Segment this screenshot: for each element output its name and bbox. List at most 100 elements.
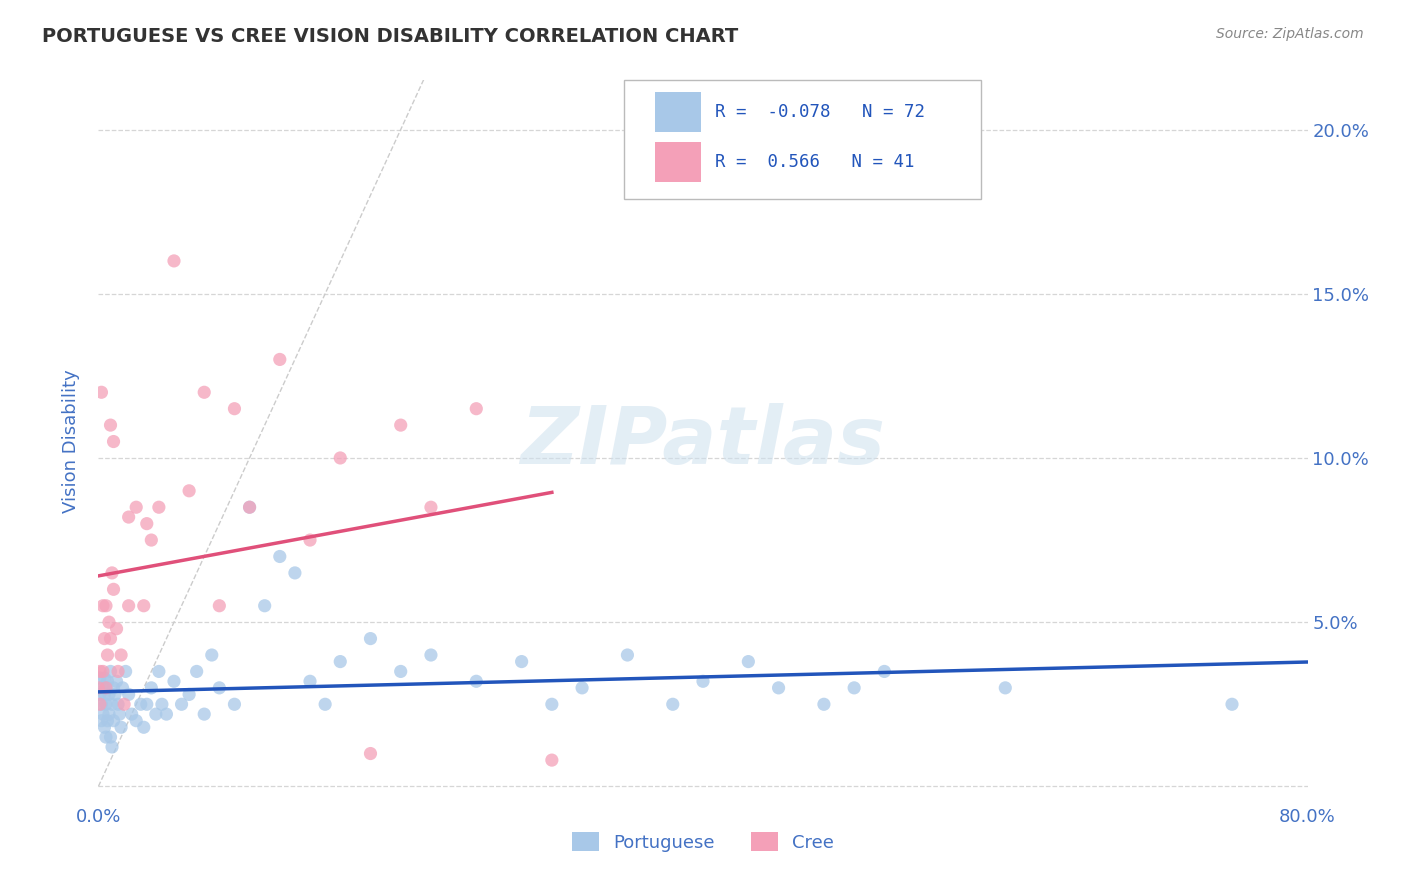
Point bbox=[107, 665, 129, 679]
Point bbox=[100, 665, 122, 679]
Point bbox=[155, 707, 177, 722]
Point bbox=[299, 674, 322, 689]
Point bbox=[98, 707, 121, 722]
Point bbox=[91, 599, 114, 613]
Point bbox=[329, 450, 352, 465]
Point bbox=[150, 698, 173, 712]
Point bbox=[100, 632, 122, 646]
Point bbox=[96, 648, 118, 662]
Point bbox=[994, 681, 1017, 695]
Point bbox=[329, 655, 352, 669]
Point bbox=[89, 698, 111, 712]
Point bbox=[125, 714, 148, 728]
FancyBboxPatch shape bbox=[655, 142, 700, 182]
Point bbox=[163, 674, 186, 689]
Point bbox=[103, 434, 125, 449]
Point bbox=[110, 720, 132, 734]
Point bbox=[90, 385, 112, 400]
Point bbox=[201, 648, 224, 662]
Point bbox=[873, 665, 896, 679]
Text: ZIPatlas: ZIPatlas bbox=[520, 402, 886, 481]
Point bbox=[768, 681, 790, 695]
Point bbox=[103, 582, 125, 597]
Point bbox=[87, 681, 110, 695]
Point bbox=[129, 698, 152, 712]
FancyBboxPatch shape bbox=[624, 80, 981, 200]
Point bbox=[98, 615, 121, 630]
Point bbox=[193, 385, 215, 400]
Point bbox=[465, 674, 488, 689]
Point bbox=[420, 648, 443, 662]
Point bbox=[93, 632, 115, 646]
Point bbox=[103, 714, 125, 728]
Point bbox=[93, 687, 115, 701]
Point bbox=[844, 681, 866, 695]
Point bbox=[101, 566, 124, 580]
Point bbox=[145, 707, 167, 722]
Point bbox=[101, 739, 124, 754]
Point bbox=[193, 707, 215, 722]
Point bbox=[737, 655, 759, 669]
Text: R =  0.566   N = 41: R = 0.566 N = 41 bbox=[716, 153, 914, 171]
Point bbox=[163, 253, 186, 268]
Point bbox=[104, 687, 127, 701]
Point bbox=[135, 516, 157, 531]
Point bbox=[118, 510, 141, 524]
Point bbox=[540, 698, 562, 712]
FancyBboxPatch shape bbox=[655, 92, 700, 131]
Point bbox=[692, 674, 714, 689]
Point bbox=[269, 352, 291, 367]
Legend: Portuguese, Cree: Portuguese, Cree bbox=[564, 825, 842, 859]
Point bbox=[100, 730, 122, 744]
Point bbox=[148, 665, 170, 679]
Point bbox=[239, 500, 262, 515]
Point bbox=[420, 500, 443, 515]
Point bbox=[105, 674, 128, 689]
Point bbox=[93, 720, 115, 734]
Point bbox=[101, 698, 124, 712]
Point bbox=[813, 698, 835, 712]
Point bbox=[661, 698, 683, 712]
Point bbox=[111, 681, 134, 695]
Point bbox=[616, 648, 638, 662]
Point bbox=[103, 681, 125, 695]
Text: R =  -0.078   N = 72: R = -0.078 N = 72 bbox=[716, 103, 925, 120]
Point bbox=[284, 566, 307, 580]
Point bbox=[465, 401, 488, 416]
Text: Source: ZipAtlas.com: Source: ZipAtlas.com bbox=[1216, 27, 1364, 41]
Point bbox=[89, 671, 111, 685]
Point bbox=[94, 698, 117, 712]
Point bbox=[91, 707, 114, 722]
Point bbox=[91, 665, 114, 679]
Point bbox=[107, 698, 129, 712]
Point bbox=[91, 681, 114, 695]
Point bbox=[112, 698, 135, 712]
Point bbox=[135, 698, 157, 712]
Point bbox=[179, 687, 201, 701]
Point bbox=[90, 714, 112, 728]
Point bbox=[94, 681, 117, 695]
Point bbox=[389, 418, 412, 433]
Point bbox=[360, 747, 382, 761]
Point bbox=[89, 665, 111, 679]
Point bbox=[269, 549, 291, 564]
Point bbox=[118, 687, 141, 701]
Point bbox=[208, 681, 231, 695]
Point bbox=[141, 681, 163, 695]
Point bbox=[360, 632, 382, 646]
Point bbox=[253, 599, 276, 613]
Point bbox=[89, 687, 111, 701]
Point bbox=[141, 533, 163, 547]
Point bbox=[389, 665, 412, 679]
Point bbox=[94, 730, 117, 744]
Point bbox=[105, 622, 128, 636]
Point bbox=[96, 674, 118, 689]
Point bbox=[132, 599, 155, 613]
Point bbox=[121, 707, 143, 722]
Point bbox=[94, 599, 117, 613]
Point bbox=[118, 599, 141, 613]
Point bbox=[94, 681, 117, 695]
Point bbox=[114, 665, 136, 679]
Point bbox=[100, 418, 122, 433]
Point bbox=[186, 665, 208, 679]
